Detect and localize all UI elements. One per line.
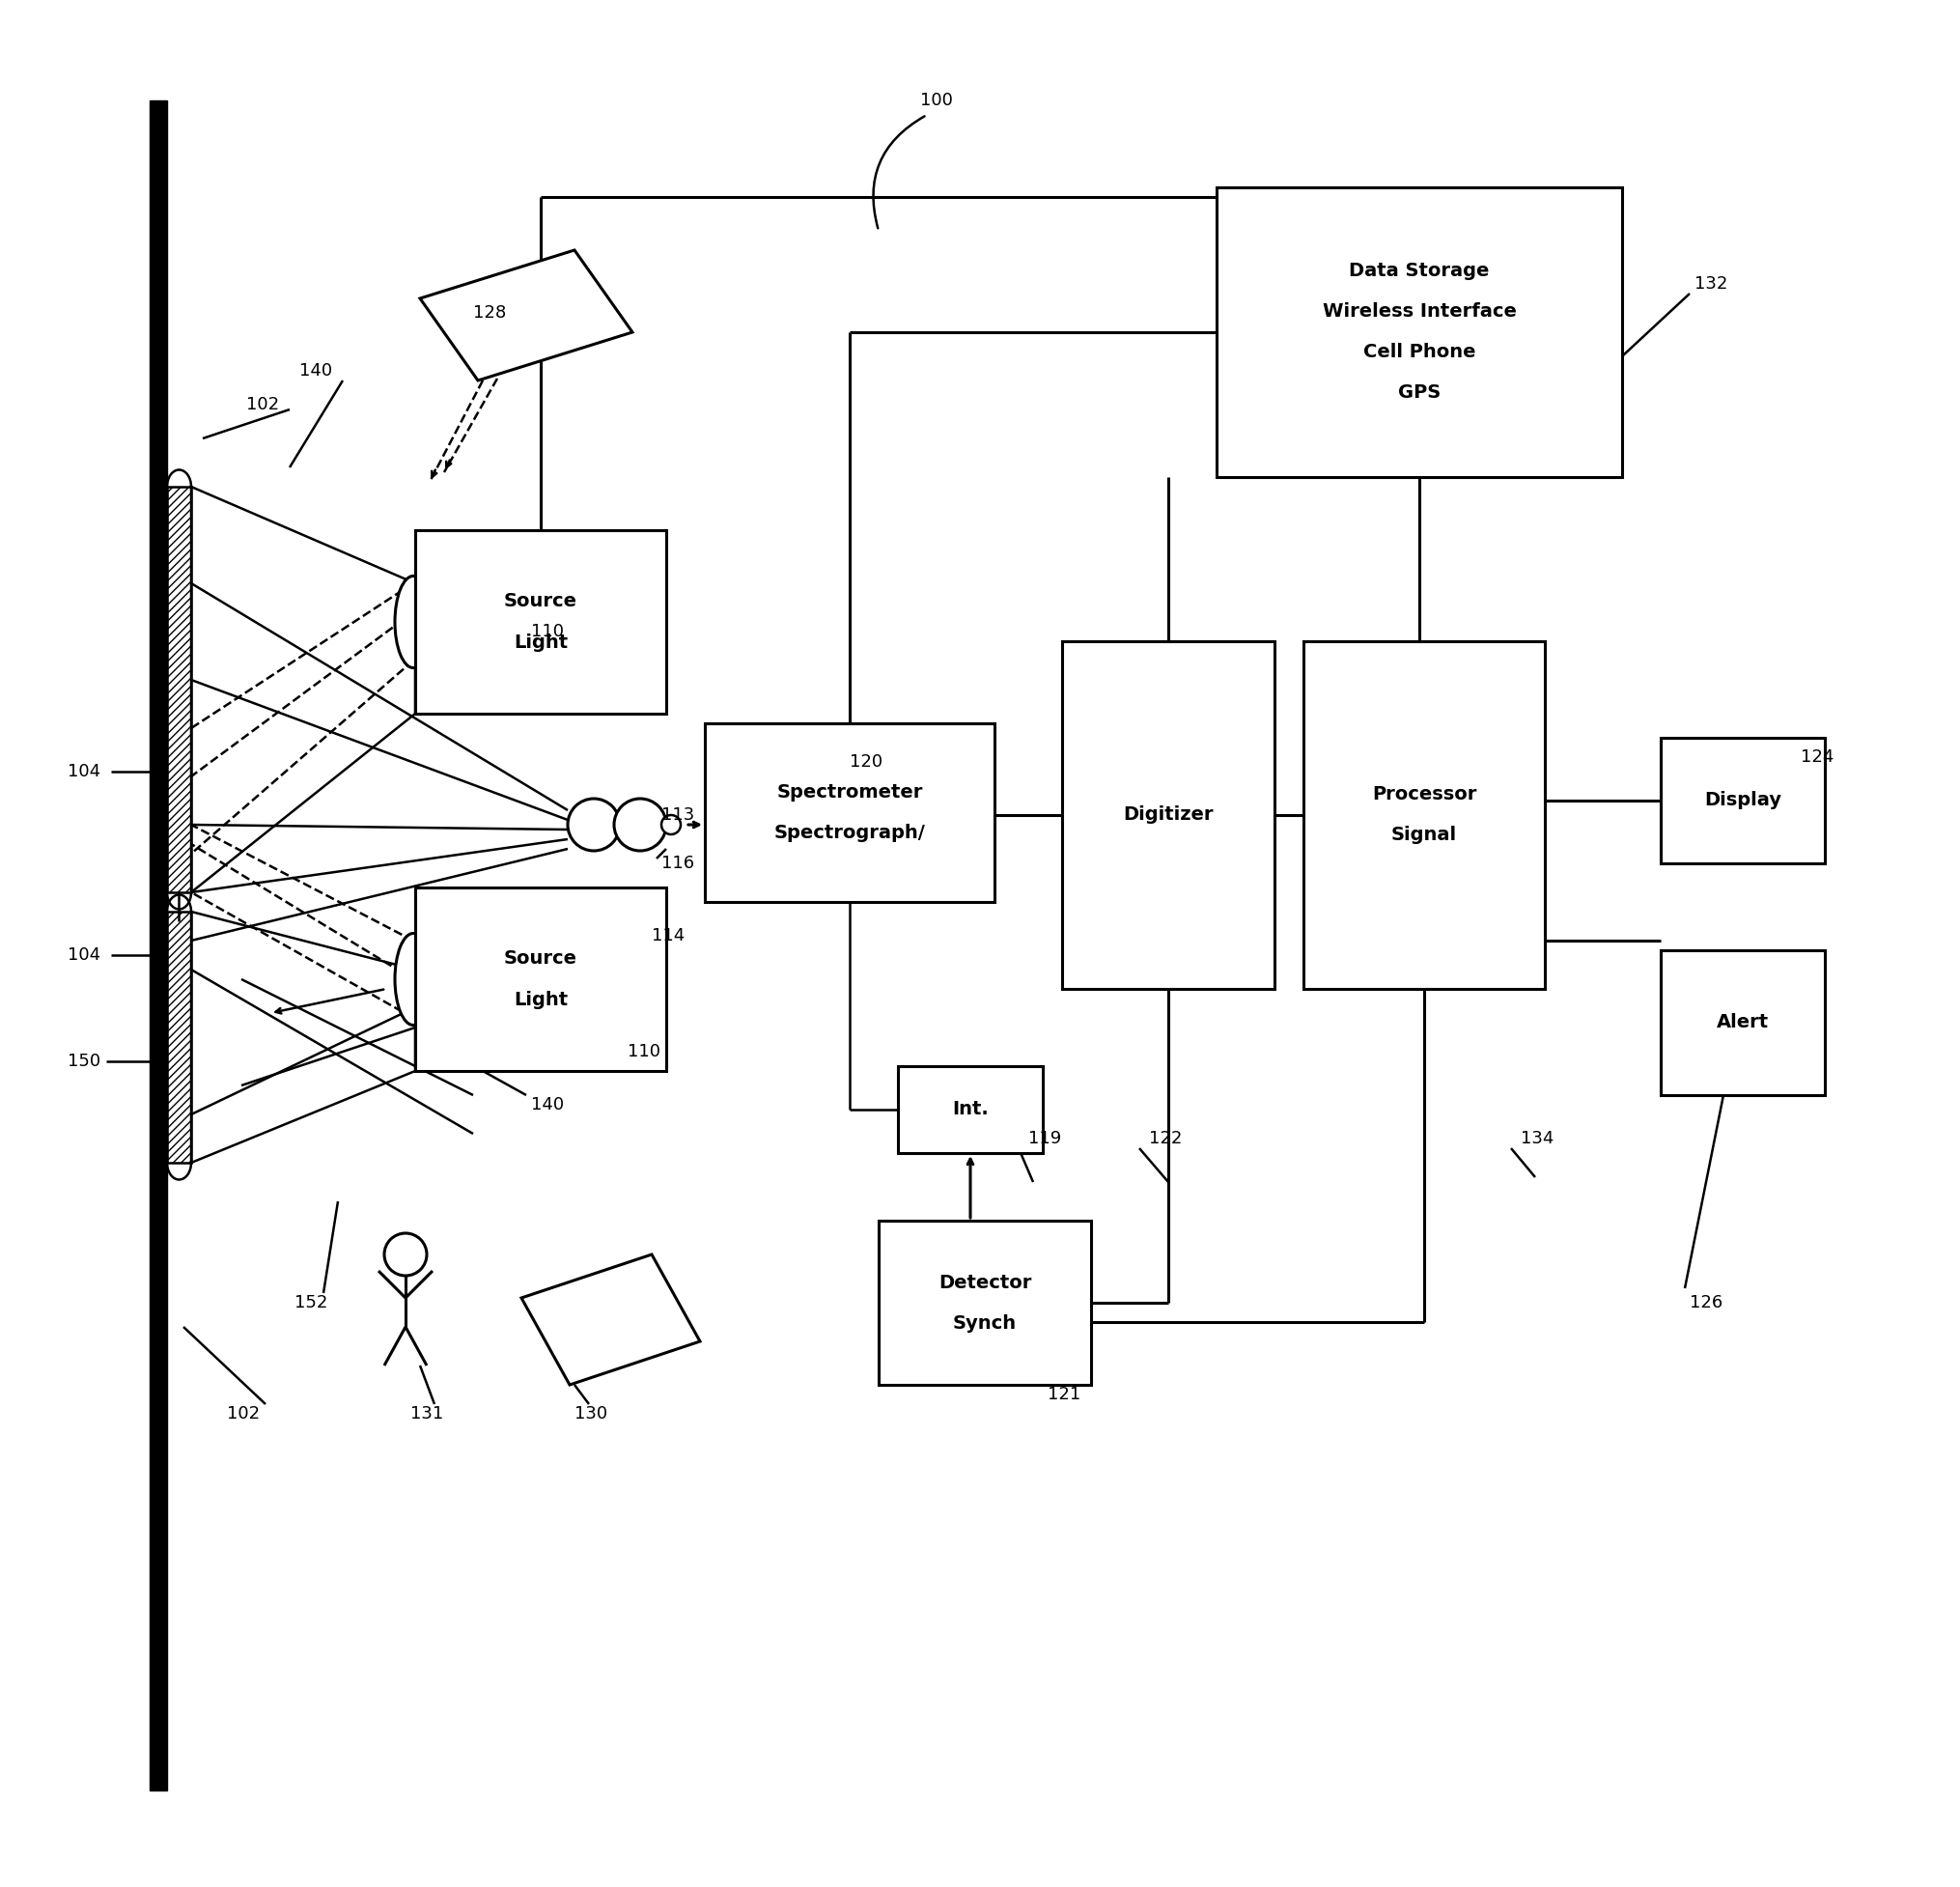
Text: Spectrograph/: Spectrograph/ — [774, 825, 925, 842]
Text: Detector: Detector — [939, 1274, 1031, 1291]
Text: 132: 132 — [1695, 276, 1727, 292]
Text: Alert: Alert — [1717, 1013, 1768, 1032]
Bar — [1062, 642, 1274, 989]
Bar — [1217, 187, 1623, 477]
Bar — [416, 530, 666, 713]
Text: Wireless Interface: Wireless Interface — [1323, 302, 1517, 321]
Text: 110: 110 — [531, 623, 564, 640]
Text: Spectrometer: Spectrometer — [776, 783, 923, 802]
Text: 114: 114 — [653, 927, 684, 945]
Text: 102: 102 — [227, 1406, 261, 1423]
Text: 152: 152 — [294, 1294, 327, 1311]
Text: 110: 110 — [627, 1044, 661, 1060]
Text: Processor: Processor — [1372, 785, 1476, 804]
Text: 102: 102 — [247, 396, 278, 413]
Polygon shape — [192, 911, 416, 1162]
Text: 130: 130 — [574, 1406, 608, 1423]
Text: Signal: Signal — [1392, 827, 1456, 845]
Text: 119: 119 — [1029, 1130, 1062, 1147]
Polygon shape — [192, 487, 416, 893]
Text: Synch: Synch — [953, 1313, 1017, 1332]
Text: 116: 116 — [661, 855, 694, 872]
Text: 134: 134 — [1521, 1130, 1554, 1147]
Text: 126: 126 — [1690, 1294, 1723, 1311]
Bar — [898, 1066, 1043, 1153]
Text: GPS: GPS — [1397, 383, 1441, 402]
Text: 104: 104 — [67, 947, 100, 964]
Text: Display: Display — [1703, 791, 1782, 810]
Ellipse shape — [394, 934, 431, 1025]
Text: Digitizer: Digitizer — [1123, 806, 1213, 825]
Bar — [416, 887, 666, 1072]
Text: 124: 124 — [1801, 749, 1835, 766]
Text: Int.: Int. — [953, 1100, 988, 1119]
Text: Cell Phone: Cell Phone — [1362, 343, 1476, 362]
Text: 150: 150 — [67, 1053, 100, 1070]
Text: 128: 128 — [472, 304, 506, 321]
Text: 131: 131 — [410, 1406, 443, 1423]
Text: Source: Source — [504, 593, 578, 611]
Bar — [1660, 738, 1825, 864]
Text: Data Storage: Data Storage — [1348, 262, 1490, 281]
Text: 104: 104 — [67, 762, 100, 781]
Bar — [878, 1221, 1092, 1385]
Bar — [706, 723, 994, 902]
Circle shape — [661, 815, 680, 834]
Text: 140: 140 — [531, 1096, 564, 1113]
Polygon shape — [419, 251, 633, 381]
Polygon shape — [521, 1255, 700, 1385]
Text: 140: 140 — [300, 362, 333, 379]
Bar — [1660, 951, 1825, 1094]
Text: 122: 122 — [1149, 1130, 1182, 1147]
Circle shape — [613, 798, 666, 851]
Text: Light: Light — [514, 632, 568, 651]
Bar — [1303, 642, 1544, 989]
Circle shape — [384, 1234, 427, 1276]
Text: 121: 121 — [1047, 1385, 1080, 1404]
Text: Source: Source — [504, 949, 578, 968]
Text: 113: 113 — [661, 806, 694, 825]
Text: 120: 120 — [849, 753, 882, 770]
Circle shape — [568, 798, 619, 851]
Text: 100: 100 — [919, 92, 953, 109]
Ellipse shape — [394, 576, 431, 668]
Text: Light: Light — [514, 991, 568, 1010]
Bar — [149, 100, 167, 1791]
